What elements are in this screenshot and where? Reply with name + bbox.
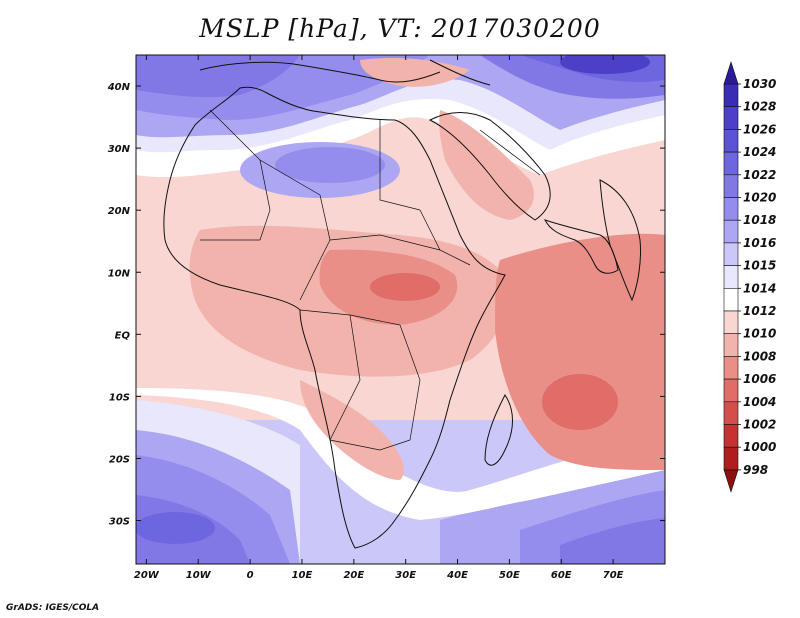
field-asia-core (560, 55, 650, 74)
lat-tick-label: 10S (109, 392, 130, 403)
colorbar-top-arrow (723, 61, 739, 85)
colorbar: 1030 1028 1026 1024 1022 1020 1018 1016 1015 1014… (723, 61, 776, 493)
lon-tick-label: 60E (551, 570, 572, 581)
colorbar-label: 1004 (743, 395, 776, 409)
colorbar-label: 1016 (743, 236, 776, 250)
colorbar-label: 1006 (743, 372, 776, 386)
lon-tick-label: 20W (134, 570, 160, 581)
colorbar-label: 1026 (743, 122, 776, 136)
field-south-ind-1020 (560, 518, 665, 564)
border-10 (329, 439, 411, 451)
colorbar-swatch (723, 424, 739, 448)
colorbar-swatch (723, 446, 739, 471)
lat-tick-label: 20S (109, 454, 130, 465)
lat-tick-label: 40N (107, 82, 131, 93)
coastlines (163, 59, 641, 549)
field-south-1014-band (136, 388, 665, 520)
lat-tick-label: 30N (108, 144, 131, 155)
border-2 (259, 159, 271, 241)
colorbar-swatch (723, 265, 739, 289)
black-sea-coast (429, 59, 491, 86)
colorbar-swatch (723, 333, 739, 357)
colorbar-label: 1002 (743, 418, 776, 432)
pressure-field (136, 55, 665, 564)
border-8 (329, 314, 361, 441)
colorbar-swatch (723, 129, 739, 153)
colorbar-swatch (723, 356, 739, 380)
colorbar-swatch (723, 219, 739, 244)
colorbar-label: 1012 (743, 304, 776, 318)
lon-tick-label: 10E (292, 570, 313, 581)
lon-tick-label: 0 (247, 570, 254, 581)
colorbar-label: 1030 (743, 77, 776, 91)
border-4 (379, 120, 421, 211)
lat-tick-label: 30S (109, 517, 130, 528)
border-12 (479, 129, 541, 176)
colorbar-swatch (723, 310, 739, 335)
colorbar-label: 1014 (743, 281, 776, 295)
lat-tick-label: 20N (108, 206, 131, 217)
lon-tick-label: 70E (603, 570, 624, 581)
colorbar-label: 1028 (743, 100, 776, 114)
field-med-low (360, 58, 470, 87)
lat-tick-label: 10N (108, 268, 131, 279)
lon-axis: 20W 10W 0 10E 20E 30E 40E 50E 60E 70E (134, 55, 624, 581)
field-southern-africa-low (300, 380, 404, 480)
colorbar-bottom-arrow (723, 469, 739, 493)
india-west-coast (544, 219, 619, 274)
field-north-atl-1020 (136, 55, 300, 98)
colorbar-swatch (723, 242, 739, 266)
colorbar-label: 998 (743, 463, 768, 477)
colorbar-swatch (723, 106, 739, 130)
mediterranean-coastline (199, 61, 441, 83)
country-borders (200, 109, 541, 451)
field-indian-ocean-low (495, 233, 665, 470)
lon-tick-label: 30E (395, 570, 416, 581)
africa-coastline (163, 86, 506, 549)
border-6 (329, 234, 441, 251)
field-indian-ocean-core (542, 374, 618, 430)
colorbar-swatch (723, 401, 739, 425)
colorbar-label: 1010 (743, 327, 776, 341)
colorbar-label: 1020 (743, 191, 776, 205)
lon-tick-label: 50E (499, 570, 520, 581)
lat-axis: 40N 30N 20N 10N EQ 10S 20S 30S (107, 82, 665, 528)
colorbar-label: 1022 (743, 168, 776, 182)
lon-tick-label: 40E (446, 570, 468, 581)
colorbar-swatch (723, 378, 739, 403)
lat-tick-label: EQ (115, 330, 131, 341)
colorbar-label: 1000 (743, 440, 776, 454)
arabia-coastline (428, 112, 551, 221)
colorbar-label: 1008 (743, 349, 776, 363)
field-arabia-low (439, 110, 534, 220)
colorbar-swatch (723, 151, 739, 176)
chart-title: MSLP [hPa], VT: 2017030200 (199, 14, 601, 43)
lon-tick-label: 20E (343, 570, 364, 581)
colorbar-swatch (723, 174, 739, 198)
field-central-africa-core (370, 273, 440, 301)
colorbar-label: 1015 (743, 259, 776, 273)
colorbar-swatch (723, 287, 739, 312)
colorbar-label: 1024 (743, 145, 776, 159)
field-south-atl-core (136, 512, 215, 544)
map-frame (135, 54, 666, 565)
colorbar-label: 1018 (743, 213, 776, 227)
field-sahara-core (275, 147, 385, 183)
madagascar-coastline (484, 394, 513, 466)
credit-label: GrADS: IGES/COLA (6, 603, 100, 613)
colorbar-swatch (723, 197, 739, 221)
lon-tick-label: 10W (186, 570, 212, 581)
india-coastline (599, 179, 641, 302)
colorbar-swatch (723, 83, 739, 108)
border-9 (399, 324, 421, 441)
